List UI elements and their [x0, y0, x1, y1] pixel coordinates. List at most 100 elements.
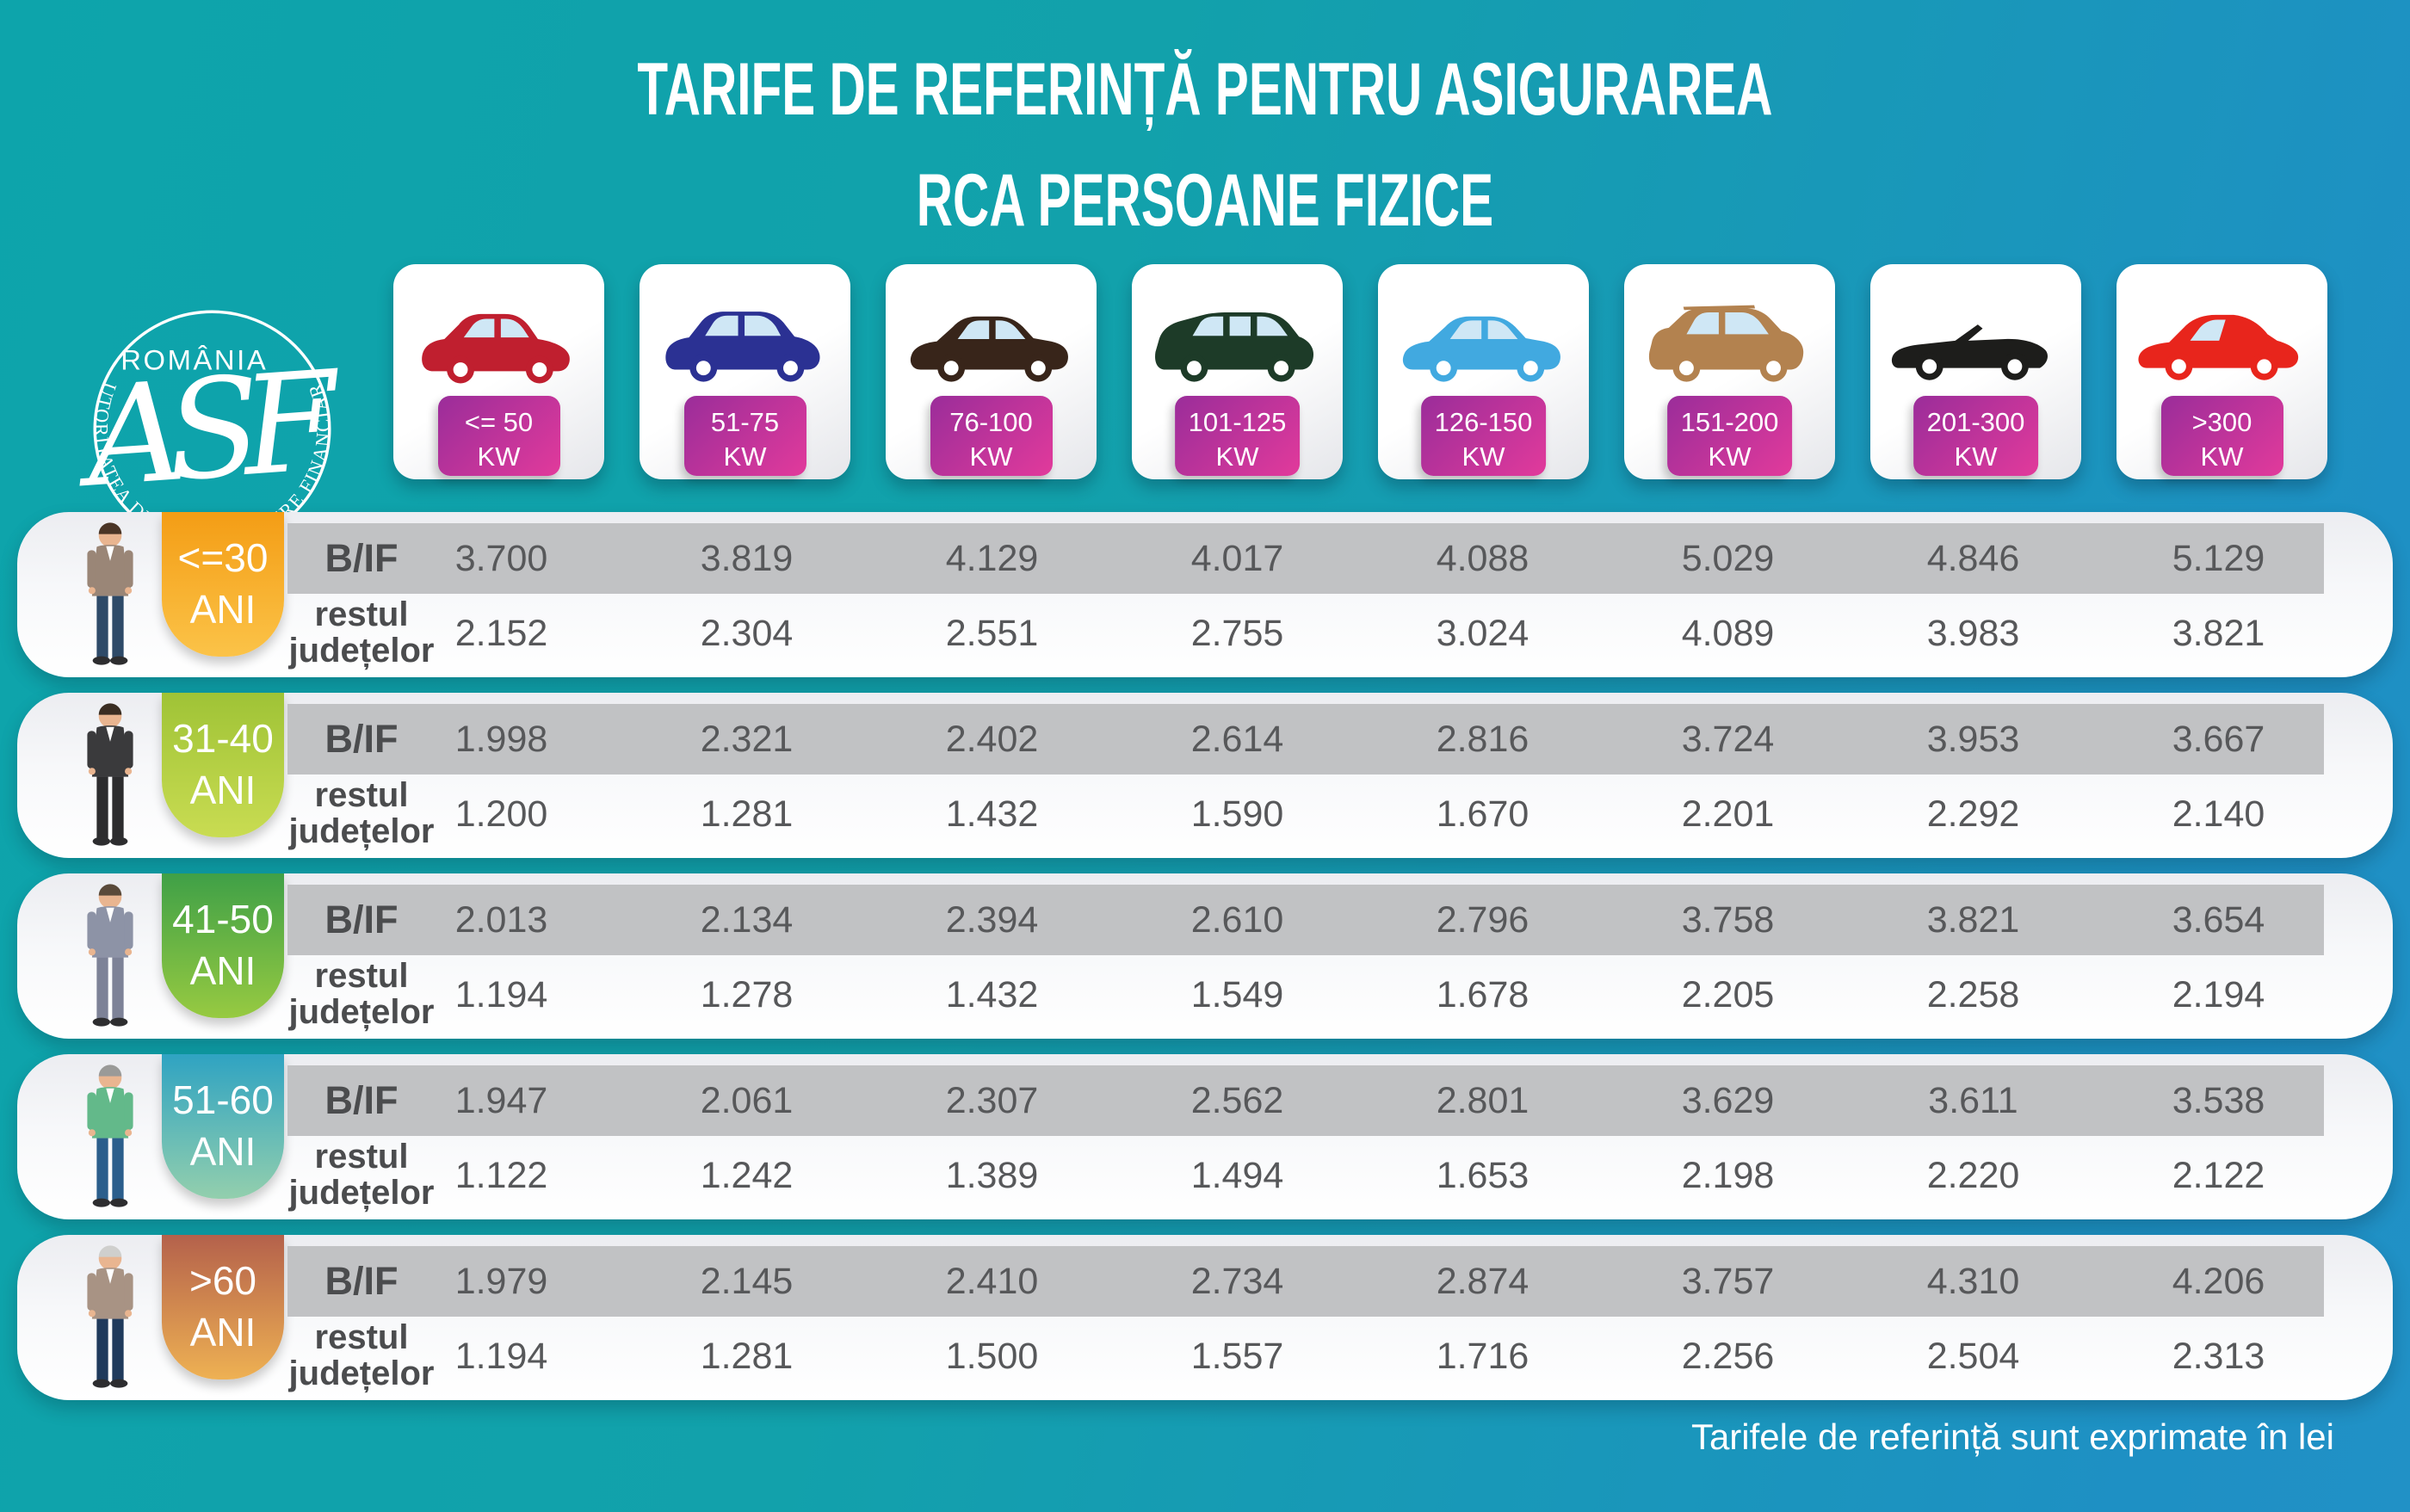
kw-range-label: 151-200	[1680, 407, 1779, 437]
region-label-rest-line1: restul	[314, 776, 409, 814]
kw-range-badge: 76-100 KW	[930, 396, 1053, 476]
tariff-value-bif: 3.757	[1681, 1260, 1775, 1302]
tariff-value-bif: 2.145	[700, 1260, 794, 1302]
tariff-value-rest: 1.549	[1190, 973, 1284, 1015]
tariff-value-rest: 2.256	[1681, 1335, 1775, 1377]
tariff-value-bif: 2.307	[945, 1079, 1039, 1121]
kw-unit-label: KW	[1954, 441, 1998, 472]
tariff-value-bif: 4.310	[1926, 1260, 2020, 1302]
tariff-value-rest: 2.122	[2172, 1154, 2265, 1196]
tariff-value-bif: 2.321	[700, 718, 794, 760]
tariff-value-bif: 5.129	[2172, 537, 2265, 579]
bif-band	[287, 1065, 2324, 1136]
age-range-label: 41-50	[172, 897, 274, 941]
tariff-value-rest: 2.258	[1926, 973, 2020, 1015]
tariff-value-bif: 5.029	[1681, 537, 1775, 579]
bif-band	[287, 704, 2324, 775]
kw-range-label: 51-75	[710, 407, 780, 437]
tariff-value-bif: 1.979	[454, 1260, 548, 1302]
kw-range-badge: 101-125 KW	[1174, 396, 1301, 476]
tariff-value-bif: 2.614	[1190, 718, 1284, 760]
tariff-value-bif: 2.796	[1436, 898, 1529, 941]
rest-values-row: 1.122 1.242 1.389 1.494 1.653 2.198 2.220 2.122	[379, 1140, 2341, 1211]
region-label-rest: restul județelor	[275, 596, 448, 669]
asf-romania-logo: AUTORITATEA DE SUPRAVEGHERE FINANCIARĂ R…	[64, 281, 347, 550]
tariff-value-bif: 2.816	[1436, 718, 1529, 760]
region-label-bif: B/IF	[324, 717, 399, 761]
tariff-value-rest: 3.821	[2172, 612, 2265, 654]
tariff-value-rest: 1.281	[700, 1335, 794, 1377]
logo-country-text: ROMÂNIA	[120, 344, 268, 376]
tariff-value-bif: 3.758	[1681, 898, 1775, 941]
tariff-value-rest: 2.551	[945, 612, 1039, 654]
region-label-rest-line1: restul	[314, 957, 409, 995]
sports-car-icon	[2137, 314, 2298, 380]
region-label-rest-line1: restul	[314, 1138, 409, 1176]
kw-unit-label: KW	[723, 441, 767, 472]
kw-unit-label: KW	[1708, 441, 1752, 472]
tariff-value-rest: 1.590	[1190, 793, 1284, 835]
kw-unit-label: KW	[1461, 441, 1505, 472]
tariff-value-rest: 1.500	[945, 1335, 1039, 1377]
sedan-car-icon	[1402, 316, 1560, 382]
bif-values-row: 1.979 2.145 2.410 2.734 2.874 3.757 4.310 4.206	[379, 1246, 2341, 1317]
region-label-rest-line2: județelor	[288, 1174, 435, 1212]
tariff-value-rest: 1.242	[700, 1154, 794, 1196]
tariff-value-rest: 2.755	[1190, 612, 1284, 654]
power-header-row: <= 50 KW 51-75 KW 76-100 KW 101-125 KW 126-150 KW…	[393, 264, 2327, 479]
kw-range-label: 101-125	[1188, 407, 1287, 437]
age-group-badge: <=30 ANI	[162, 512, 284, 657]
power-column-card: 151-200 KW	[1624, 264, 1835, 479]
kw-range-badge: >300 KW	[2160, 396, 2283, 476]
bif-values-row: 3.700 3.819 4.129 4.017 4.088 5.029 4.846 5.129	[379, 523, 2341, 594]
tariff-value-bif: 4.088	[1436, 537, 1529, 579]
power-column-card: 126-150 KW	[1378, 264, 1589, 479]
tariff-value-rest: 1.194	[454, 1335, 548, 1377]
vest-man-figure	[87, 1065, 133, 1207]
tariff-value-bif: 3.654	[2172, 898, 2265, 941]
tariff-value-bif: 1.998	[454, 718, 548, 760]
region-label-rest: restul județelor	[275, 777, 448, 849]
region-label-rest-line2: județelor	[288, 632, 435, 670]
tariff-value-bif: 3.611	[1928, 1079, 2018, 1121]
tariff-value-rest: 3.024	[1436, 612, 1529, 654]
page-title: TARIFE DE REFERINȚĂ PENTRU ASIGURAREA RC…	[0, 34, 2410, 256]
region-label-rest-line2: județelor	[288, 1355, 435, 1392]
tariff-value-bif: 3.821	[1926, 898, 2020, 941]
tariff-value-rest: 1.557	[1190, 1335, 1284, 1377]
tariff-value-rest: 1.200	[454, 793, 548, 835]
tariff-value-bif: 3.538	[2172, 1079, 2265, 1121]
kw-range-badge: 151-200 KW	[1666, 396, 1793, 476]
power-column-card: 76-100 KW	[886, 264, 1097, 479]
tariff-value-rest: 2.304	[700, 612, 794, 654]
kw-range-badge: <= 50 KW	[437, 396, 560, 476]
age-range-label: >60	[188, 1258, 257, 1303]
tariff-value-rest: 2.194	[2172, 973, 2265, 1015]
tariff-value-rest: 2.205	[1681, 973, 1775, 1015]
age-range-label: <=30	[177, 535, 269, 580]
region-label-bif: B/IF	[324, 536, 399, 580]
tariff-value-rest: 2.198	[1681, 1154, 1775, 1196]
kw-range-badge: 126-150 KW	[1420, 396, 1547, 476]
convertible-car-icon	[1891, 324, 2048, 380]
region-label-bif: B/IF	[324, 1078, 399, 1122]
region-label-rest: restul județelor	[275, 1319, 448, 1392]
age-row: 31-40 ANI B/IF restul județelor 1.998 2.321 2.4…	[17, 693, 2393, 858]
tariff-value-rest: 2.313	[2172, 1335, 2265, 1377]
region-label-bif: B/IF	[324, 1259, 399, 1303]
power-column-card: 101-125 KW	[1132, 264, 1343, 479]
kw-range-label: <= 50	[464, 407, 534, 437]
tariff-value-rest: 2.292	[1926, 793, 2020, 835]
page-title-line2: RCA PERSOANE FIZICE	[916, 159, 1494, 242]
tariff-value-rest: 4.089	[1681, 612, 1775, 654]
tariff-value-bif: 4.206	[2172, 1260, 2265, 1302]
bif-values-row: 1.947 2.061 2.307 2.562 2.801 3.629 3.611 3.538	[379, 1065, 2341, 1136]
logo-asf-monogram: ASF	[70, 342, 347, 518]
bif-values-row: 2.013 2.134 2.394 2.610 2.796 3.758 3.821 3.654	[379, 885, 2341, 955]
tariff-value-rest: 1.432	[945, 793, 1039, 835]
footer-note: Tarifele de referință sunt exprimate în …	[1690, 1416, 2334, 1457]
suv-car-icon	[1648, 305, 1803, 382]
region-label-bif: B/IF	[324, 898, 399, 941]
gray-suit-man-figure	[87, 884, 133, 1027]
